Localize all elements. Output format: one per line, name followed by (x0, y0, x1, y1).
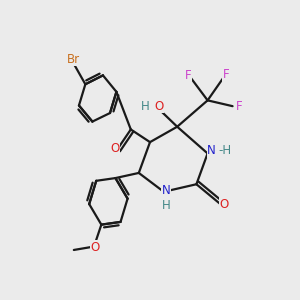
Text: Br: Br (67, 53, 80, 66)
Text: H: H (141, 100, 150, 113)
Text: F: F (223, 68, 230, 81)
Text: O: O (110, 142, 119, 155)
Text: F: F (236, 100, 242, 113)
Text: O: O (154, 100, 163, 113)
Text: N: N (162, 184, 171, 196)
Text: O: O (220, 198, 229, 211)
Text: N: N (207, 144, 216, 157)
Text: F: F (184, 69, 191, 82)
Text: -H: -H (218, 144, 231, 157)
Text: O: O (90, 241, 100, 254)
Text: H: H (162, 199, 171, 212)
